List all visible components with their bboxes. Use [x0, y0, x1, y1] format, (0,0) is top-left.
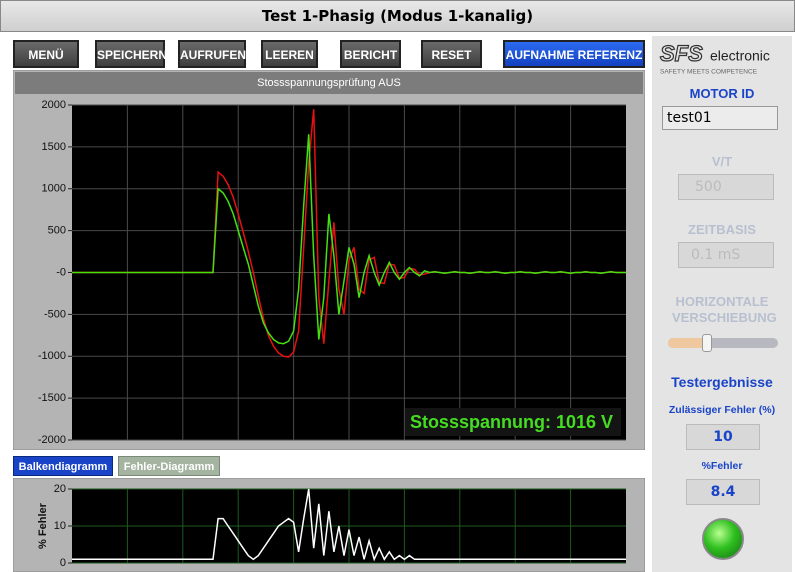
- y-axis-label: % Fehler: [37, 502, 49, 549]
- vt-dropdown[interactable]: 500: [678, 174, 774, 200]
- allowed-error-value: 10: [686, 424, 760, 450]
- y-tick-label: 20: [54, 483, 66, 495]
- results-label: Testergebnisse: [671, 374, 773, 390]
- annotation-box: [405, 408, 621, 436]
- y-tick-label: -500: [44, 308, 66, 320]
- motor-id-input[interactable]: test01: [662, 106, 778, 130]
- timebase-label: ZEITBASIS: [688, 222, 756, 237]
- tab-bar-chart[interactable]: Balkendiagramm: [13, 456, 113, 476]
- side-panel: SFS electronic SAFETY MEETS COMPETENCE M…: [652, 36, 792, 572]
- allowed-error-label: Zulässiger Fehler (%): [668, 404, 776, 416]
- motor-id-label: MOTOR ID: [689, 86, 755, 101]
- svg-text:SFS: SFS: [660, 41, 703, 66]
- y-tick-label: 2000: [42, 99, 66, 111]
- y-tick-label: 1500: [42, 141, 66, 153]
- status-led: [702, 518, 744, 560]
- trace: [72, 134, 626, 345]
- y-tick-label: -1500: [38, 392, 66, 404]
- y-tick-label: 0: [60, 557, 66, 569]
- slider-thumb[interactable]: [702, 334, 712, 352]
- toolbar-button[interactable]: AUFNAHME REFERENZ: [503, 40, 645, 68]
- vt-label: V/T: [711, 154, 733, 169]
- toolbar-button[interactable]: LEEREN: [261, 40, 318, 68]
- chart-title: Stossspannungsprüfung AUS: [257, 77, 401, 89]
- trace: [72, 488, 626, 562]
- shift-label: HORIZONTALE VERSCHIEBUNG: [672, 294, 777, 325]
- y-tick-label: 1000: [42, 183, 66, 195]
- main-chart: Stossspannungsprüfung AUS -2000 -1500 -1000…: [13, 70, 645, 450]
- logo: SFS electronic SAFETY MEETS COMPETENCE: [659, 40, 770, 76]
- toolbar-button[interactable]: RESET: [421, 40, 482, 68]
- toolbar-button[interactable]: AUFRUFEN: [178, 40, 246, 68]
- y-tick-label: -0: [56, 266, 66, 278]
- y-tick-label: -2000: [38, 434, 66, 446]
- error-chart: 0 10 20 % Fehler: [13, 478, 645, 572]
- slider-track[interactable]: [668, 338, 778, 348]
- toolbar-button[interactable]: MENÜ: [13, 40, 79, 68]
- error-value: 8.4: [686, 479, 760, 505]
- timebase-dropdown[interactable]: 0.1 mS: [678, 242, 774, 268]
- annotation: Stossspannung: 1016 V: [410, 412, 613, 432]
- y-tick-label: 500: [48, 225, 66, 237]
- window-title: Test 1-Phasig (Modus 1-kanalig): [0, 0, 795, 32]
- y-tick-label: -1000: [38, 350, 66, 362]
- error-label: %Fehler: [701, 460, 743, 472]
- tab-error-chart[interactable]: Fehler-Diagramm: [118, 456, 220, 476]
- chart-header: [15, 72, 643, 94]
- y-tick-label: 10: [54, 520, 66, 532]
- slider-fill: [668, 338, 706, 348]
- toolbar-button[interactable]: SPEICHERN: [95, 40, 167, 68]
- brand-suffix: electronic: [710, 48, 770, 64]
- tagline: SAFETY MEETS COMPETENCE: [660, 69, 758, 76]
- toolbar-button[interactable]: BERICHT: [340, 40, 401, 68]
